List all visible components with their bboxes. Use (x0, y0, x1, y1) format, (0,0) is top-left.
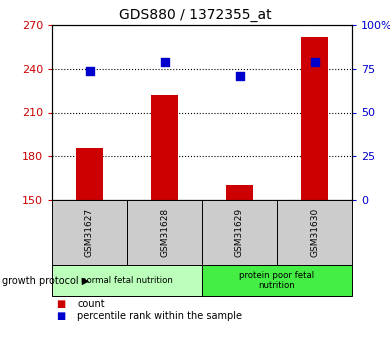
Bar (202, 265, 352, 296)
Text: ■: ■ (56, 311, 65, 321)
Point (236, 73, 243, 79)
Text: normal fetal nutrition: normal fetal nutrition (81, 276, 173, 285)
Point (311, 59, 317, 65)
Text: ■: ■ (56, 299, 65, 309)
Bar (277, 200, 352, 265)
Text: protein poor fetal
nutrition: protein poor fetal nutrition (239, 271, 315, 290)
Point (86, 68, 92, 73)
Text: GSM31627: GSM31627 (85, 208, 94, 257)
Text: GDS880 / 1372355_at: GDS880 / 1372355_at (119, 8, 271, 22)
Text: GSM31628: GSM31628 (160, 208, 169, 257)
Text: count: count (77, 299, 105, 309)
Text: GSM31630: GSM31630 (310, 208, 319, 257)
Bar (202, 200, 277, 265)
Bar (52, 200, 127, 265)
Bar (76, 148, 103, 200)
Point (161, 59, 168, 65)
Text: GSM31629: GSM31629 (235, 208, 244, 257)
Bar (127, 200, 202, 265)
Bar (301, 37, 328, 200)
Bar (151, 95, 177, 200)
Bar (226, 185, 253, 200)
Text: growth protocol ▶: growth protocol ▶ (2, 276, 89, 286)
Text: percentile rank within the sample: percentile rank within the sample (77, 311, 242, 321)
Bar (52, 265, 202, 296)
